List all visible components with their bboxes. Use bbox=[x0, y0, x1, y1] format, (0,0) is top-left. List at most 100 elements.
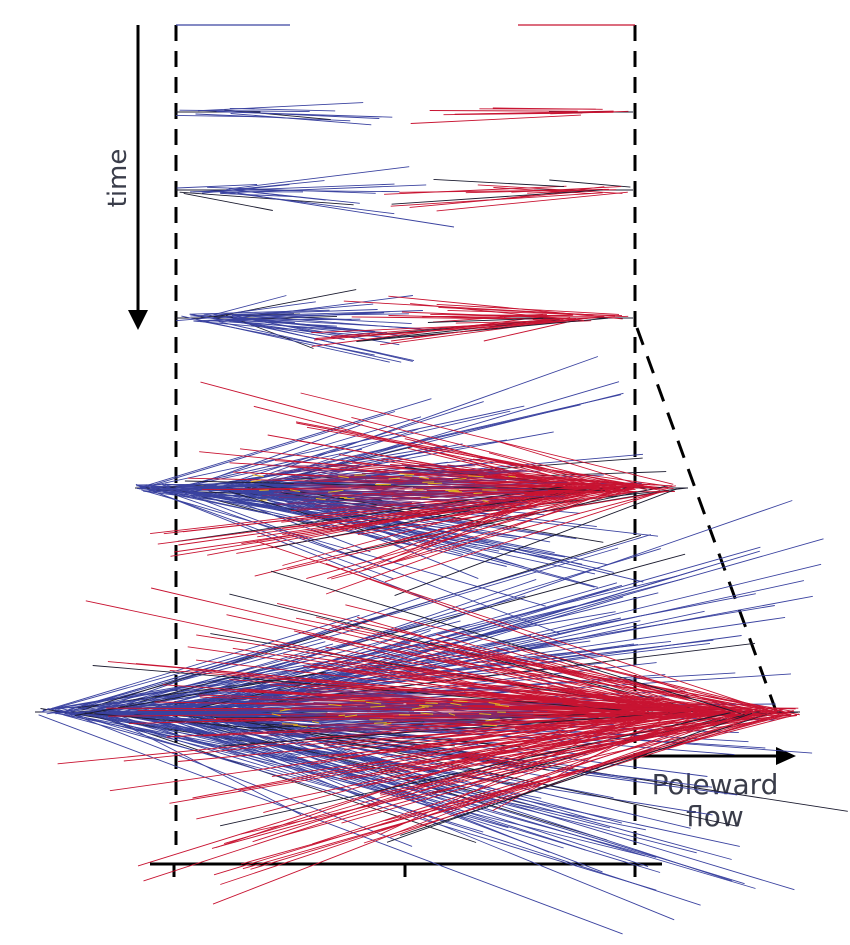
red-rod bbox=[378, 712, 719, 754]
blue-rod bbox=[159, 593, 756, 710]
red-rod bbox=[380, 714, 759, 796]
red-rod bbox=[447, 464, 588, 485]
overlap-rod bbox=[393, 492, 479, 501]
red-rod bbox=[485, 715, 736, 777]
blue-rod bbox=[38, 714, 623, 935]
red-rod bbox=[196, 634, 689, 714]
accent-rod bbox=[315, 497, 326, 501]
blue-rod bbox=[162, 484, 561, 635]
accent-rod bbox=[425, 702, 438, 704]
blue-rod bbox=[176, 184, 258, 189]
blue-rod bbox=[179, 109, 310, 113]
red-rod bbox=[157, 488, 579, 545]
red-rod bbox=[196, 714, 677, 820]
red-rod bbox=[495, 440, 655, 490]
overlap-rod bbox=[246, 701, 385, 705]
blue-rod bbox=[195, 113, 351, 122]
blue-rod bbox=[233, 320, 415, 362]
overlap-rod bbox=[256, 695, 413, 698]
red-rod bbox=[436, 191, 628, 212]
red-rod bbox=[465, 188, 609, 194]
accent-rod bbox=[252, 474, 264, 478]
red-rod bbox=[200, 381, 609, 492]
overlap-rod bbox=[302, 499, 412, 503]
accent-rod bbox=[289, 489, 301, 493]
blue-rod bbox=[127, 711, 657, 858]
accent-rod bbox=[467, 475, 484, 478]
blue-rod bbox=[92, 714, 477, 843]
blue-rod bbox=[148, 713, 423, 798]
red-rod bbox=[429, 110, 578, 112]
red-rod bbox=[150, 587, 665, 710]
red-rod bbox=[163, 487, 574, 535]
red-rod bbox=[386, 712, 753, 843]
blue-rod bbox=[180, 489, 448, 547]
overlap-rod bbox=[469, 501, 528, 504]
red-rod bbox=[396, 688, 746, 714]
overlap-rod bbox=[391, 477, 453, 486]
red-rod bbox=[356, 317, 609, 342]
red-rod bbox=[311, 316, 545, 347]
red-rod bbox=[325, 484, 631, 595]
red-rod bbox=[384, 185, 567, 195]
red-rod bbox=[390, 708, 756, 838]
accent-rod bbox=[422, 481, 435, 483]
blue-rod bbox=[230, 113, 372, 126]
blue-rod bbox=[224, 401, 484, 485]
red-rod bbox=[449, 708, 633, 734]
red-rod bbox=[488, 687, 750, 712]
flow-label: flow bbox=[686, 800, 744, 833]
blue-rod bbox=[197, 711, 550, 853]
overlap-rod bbox=[279, 724, 428, 728]
red-rod bbox=[213, 708, 761, 876]
overlap-rod bbox=[293, 482, 394, 490]
overlap-rod bbox=[472, 469, 526, 477]
overlap-rod bbox=[286, 712, 432, 718]
red-rod bbox=[268, 692, 636, 714]
red-rod bbox=[414, 711, 669, 748]
red-rod bbox=[351, 416, 622, 486]
blue-rod bbox=[181, 448, 363, 488]
red-rod bbox=[588, 680, 790, 717]
red-rod bbox=[85, 600, 627, 716]
blue-rod bbox=[232, 356, 599, 488]
accent-rod bbox=[452, 700, 468, 703]
red-rod bbox=[274, 460, 656, 486]
stage-5-cluster bbox=[35, 500, 848, 935]
red-rod bbox=[312, 714, 709, 845]
stage-3-cluster bbox=[176, 289, 633, 363]
accent-rod bbox=[399, 473, 415, 476]
overlap-rod bbox=[276, 470, 368, 472]
accent-rod bbox=[250, 479, 262, 483]
accent-rod bbox=[452, 477, 467, 481]
overlap-rod bbox=[399, 498, 520, 501]
blue-rod bbox=[176, 303, 374, 322]
red-rod bbox=[435, 633, 699, 713]
overlap-rod bbox=[426, 490, 548, 493]
red-rod bbox=[331, 318, 553, 337]
overlap-rod bbox=[425, 709, 472, 719]
red-rod bbox=[220, 713, 733, 885]
blue-rod bbox=[197, 102, 364, 112]
blue-rod bbox=[224, 319, 339, 321]
red-rod bbox=[400, 712, 771, 836]
red-rod bbox=[521, 661, 791, 716]
blue-rod bbox=[173, 709, 745, 885]
blue-rod bbox=[113, 575, 678, 715]
red-rod bbox=[427, 317, 544, 323]
overlap-rod bbox=[347, 732, 392, 736]
red-rod bbox=[401, 485, 625, 515]
overlap-rod bbox=[309, 717, 402, 721]
red-rod bbox=[433, 487, 638, 516]
blue-rod bbox=[209, 709, 597, 821]
blue-rod bbox=[197, 710, 708, 777]
red-rod bbox=[417, 708, 768, 773]
accent-rod bbox=[445, 489, 460, 492]
accent-rod bbox=[281, 723, 298, 725]
accent-rod bbox=[427, 482, 443, 485]
blue-rod bbox=[226, 188, 326, 201]
red-rod bbox=[379, 712, 750, 794]
blue-rod bbox=[175, 410, 511, 489]
overlap-rod bbox=[283, 483, 349, 488]
red-rod bbox=[394, 488, 677, 597]
